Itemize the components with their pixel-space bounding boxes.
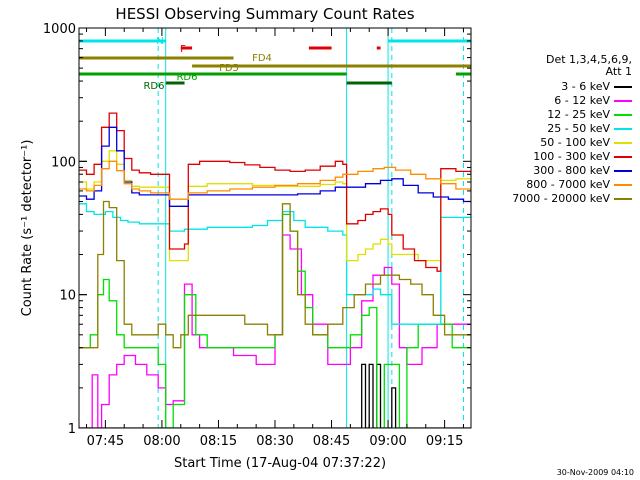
legend-label: 6 - 12 keV [554,94,610,107]
legend: Det 1,3,4,5,6,9, Att 1 3 - 6 keV 6 - 12 k… [480,54,632,206]
legend-item: 3 - 6 keV [480,80,632,94]
flag-bar-label: N [156,36,163,47]
x-tick-label: 08:45 [313,434,350,449]
legend-header-line-1: Det 1,3,4,5,6,9, [545,53,632,66]
y-tick-label: 1 [68,422,76,437]
legend-swatch [614,156,632,158]
x-tick-label: 08:30 [256,434,293,449]
y-tick-label: 100 [51,155,76,170]
legend-swatch [614,100,632,102]
series-line-4 [79,203,471,325]
y-tick-label: 10 [59,289,76,304]
legend-swatch [614,142,632,144]
series-line-2 [79,234,471,428]
x-tick-label: 07:45 [87,434,124,449]
x-tick-label: 08:15 [200,434,237,449]
flag-bar-label: F [180,44,186,55]
legend-item: 300 - 800 keV [480,164,632,178]
y-tick-label: 1000 [43,22,76,37]
legend-swatch [614,86,632,88]
flag-bar-label: RD6 [143,81,164,92]
x-axis-label: Start Time (17-Aug-04 07:37:22) [174,456,386,471]
legend-item: 12 - 25 keV [480,108,632,122]
legend-label: 100 - 300 keV [533,150,610,163]
legend-label: 800 - 7000 keV [526,178,610,191]
flag-bar-label: RD6 [176,72,197,83]
legend-item: 25 - 50 keV [480,122,632,136]
legend-label: 12 - 25 keV [547,108,610,121]
chart-title: HESSI Observing Summary Count Rates [115,5,414,23]
x-tick-label: 09:00 [369,434,406,449]
series-line-3 [79,213,471,428]
legend-swatch [614,184,632,186]
series-line-8 [79,160,471,200]
legend-swatch [614,170,632,172]
flag-bar-label: FD5 [219,63,239,74]
footer-timestamp: 30-Nov-2009 04:10 [556,468,634,477]
legend-label: 300 - 800 keV [533,164,610,177]
legend-label: 3 - 6 keV [561,80,610,93]
legend-item: 50 - 100 keV [480,136,632,150]
legend-swatch [614,198,632,200]
legend-item: 7000 - 20000 keV [480,192,632,206]
series-line-7 [79,126,471,207]
legend-item: 6 - 12 keV [480,94,632,108]
series-line-9 [79,200,471,349]
legend-label: 7000 - 20000 keV [512,192,610,205]
legend-header-line-2: Att 1 [605,65,632,78]
plot-frame [78,27,472,429]
legend-label: 50 - 100 keV [540,136,610,149]
legend-item: 800 - 7000 keV [480,178,632,192]
x-tick-label: 08:00 [143,434,180,449]
series-line-1 [79,363,471,428]
legend-swatch [614,128,632,130]
legend-swatch [614,114,632,116]
x-tick-label: 09:15 [426,434,463,449]
legend-label: 25 - 50 keV [547,122,610,135]
y-axis-label: Count Rate (s⁻¹ detector⁻¹) [20,140,35,317]
legend-item: 100 - 300 keV [480,150,632,164]
series-line-6 [79,112,471,272]
flag-bar-label: FD4 [252,53,272,64]
